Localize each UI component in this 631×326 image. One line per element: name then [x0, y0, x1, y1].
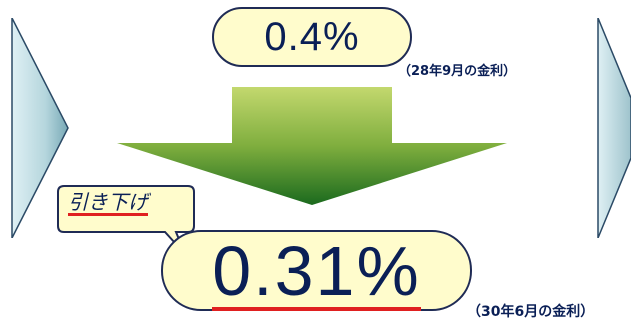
new-rate-caption: （30年6月の金利） — [467, 304, 595, 320]
new-rate-pill: 0.31% — [161, 230, 472, 311]
old-rate-value: 0.4% — [264, 14, 360, 59]
old-rate-pill: 0.4% — [212, 7, 412, 67]
right-chevron-shape — [597, 18, 631, 238]
old-rate-caption: （28年9月の金利） — [398, 64, 517, 79]
left-chevron-shape — [11, 18, 69, 238]
callout-label: 引き下げ — [68, 190, 148, 216]
new-rate-value: 0.31% — [212, 232, 421, 311]
